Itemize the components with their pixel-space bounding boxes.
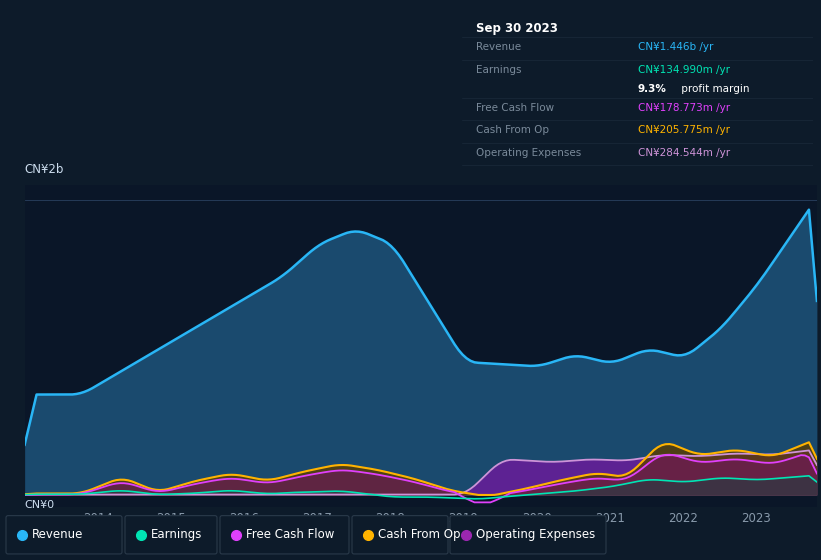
Text: CN¥0: CN¥0 xyxy=(25,500,55,510)
FancyBboxPatch shape xyxy=(220,516,349,554)
Text: CN¥2b: CN¥2b xyxy=(25,164,64,176)
Text: Revenue: Revenue xyxy=(476,42,521,52)
Text: Free Cash Flow: Free Cash Flow xyxy=(246,528,334,542)
Text: CN¥1.446b /yr: CN¥1.446b /yr xyxy=(638,42,713,52)
Text: Operating Expenses: Operating Expenses xyxy=(476,528,595,542)
Text: Sep 30 2023: Sep 30 2023 xyxy=(476,21,558,35)
Text: Earnings: Earnings xyxy=(151,528,202,542)
FancyBboxPatch shape xyxy=(125,516,217,554)
Text: CN¥178.773m /yr: CN¥178.773m /yr xyxy=(638,103,730,113)
FancyBboxPatch shape xyxy=(450,516,606,554)
Text: 9.3%: 9.3% xyxy=(638,84,667,94)
Text: Cash From Op: Cash From Op xyxy=(476,125,549,136)
Text: CN¥134.990m /yr: CN¥134.990m /yr xyxy=(638,64,730,74)
Text: Free Cash Flow: Free Cash Flow xyxy=(476,103,554,113)
Text: Operating Expenses: Operating Expenses xyxy=(476,148,581,157)
Text: profit margin: profit margin xyxy=(678,84,750,94)
Text: CN¥284.544m /yr: CN¥284.544m /yr xyxy=(638,148,730,157)
Text: Earnings: Earnings xyxy=(476,64,522,74)
Text: Cash From Op: Cash From Op xyxy=(378,528,461,542)
FancyBboxPatch shape xyxy=(352,516,448,554)
FancyBboxPatch shape xyxy=(6,516,122,554)
Text: CN¥205.775m /yr: CN¥205.775m /yr xyxy=(638,125,730,136)
Text: Revenue: Revenue xyxy=(32,528,84,542)
